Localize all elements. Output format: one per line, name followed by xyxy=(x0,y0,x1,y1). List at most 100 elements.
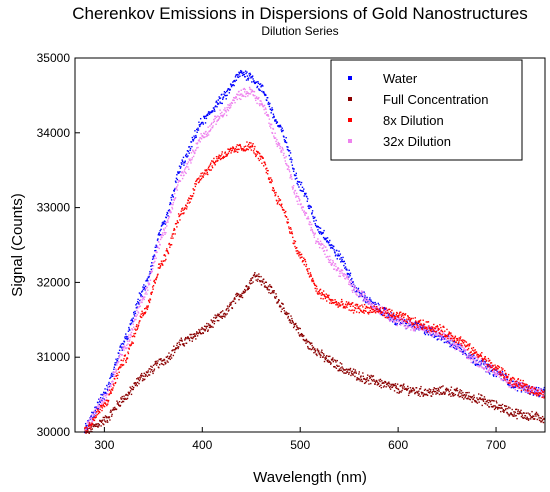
data-point xyxy=(346,304,349,306)
data-point xyxy=(261,102,263,105)
data-point xyxy=(406,388,409,391)
data-point xyxy=(487,363,490,366)
data-point xyxy=(311,280,313,283)
data-point xyxy=(444,392,446,394)
data-point xyxy=(292,185,295,187)
data-point xyxy=(384,307,386,309)
data-point xyxy=(480,394,482,396)
data-point xyxy=(472,346,475,349)
data-point xyxy=(168,357,171,359)
data-point xyxy=(411,391,413,393)
data-point xyxy=(266,288,268,290)
data-point xyxy=(233,147,235,150)
data-point xyxy=(265,108,267,110)
data-point xyxy=(367,302,369,305)
data-point xyxy=(194,334,196,337)
data-point xyxy=(161,234,164,236)
data-point xyxy=(391,314,393,317)
data-point xyxy=(127,352,130,355)
data-point xyxy=(338,250,340,252)
data-point xyxy=(259,104,261,107)
data-point xyxy=(215,155,218,158)
data-point xyxy=(256,280,259,282)
data-point xyxy=(181,171,183,173)
data-point xyxy=(488,365,490,368)
data-point xyxy=(498,366,501,368)
data-point xyxy=(217,99,220,101)
data-point xyxy=(103,405,106,408)
data-point xyxy=(273,291,275,294)
data-point xyxy=(135,318,137,321)
data-point xyxy=(323,354,325,357)
data-point xyxy=(370,303,373,306)
data-point xyxy=(338,368,341,370)
data-point xyxy=(106,388,108,391)
data-point xyxy=(476,359,478,362)
data-point xyxy=(262,85,264,87)
data-point xyxy=(329,259,332,261)
data-point xyxy=(267,169,269,172)
data-point xyxy=(140,299,142,301)
data-point xyxy=(239,94,241,96)
data-point xyxy=(319,243,321,245)
data-point xyxy=(170,243,173,246)
data-point xyxy=(307,216,309,218)
data-point xyxy=(316,354,318,357)
data-point xyxy=(174,187,176,190)
data-point xyxy=(286,312,288,314)
data-point xyxy=(136,385,138,387)
data-point xyxy=(369,303,371,305)
data-point xyxy=(365,379,367,381)
data-point xyxy=(497,406,500,409)
data-point xyxy=(437,392,439,394)
data-point xyxy=(507,413,509,415)
data-point xyxy=(229,302,231,304)
data-point xyxy=(299,257,301,259)
data-point xyxy=(395,324,397,326)
data-point xyxy=(199,178,202,181)
data-point xyxy=(106,419,108,422)
data-point xyxy=(479,398,481,400)
data-point xyxy=(259,158,262,160)
data-point xyxy=(141,374,143,377)
data-point xyxy=(177,346,180,348)
data-point xyxy=(402,314,404,317)
data-point xyxy=(294,189,297,192)
data-point xyxy=(126,357,129,360)
data-point xyxy=(354,369,357,371)
data-point xyxy=(102,400,104,403)
data-point xyxy=(296,177,298,179)
data-point xyxy=(220,115,223,117)
data-point xyxy=(387,311,389,314)
data-point xyxy=(164,223,167,225)
data-point xyxy=(448,342,451,344)
data-point xyxy=(439,336,441,338)
data-point xyxy=(268,177,270,179)
data-point xyxy=(520,387,522,389)
data-point xyxy=(488,371,490,374)
data-point xyxy=(182,344,185,346)
data-point xyxy=(447,340,449,343)
data-point xyxy=(468,344,471,346)
data-point xyxy=(437,326,439,328)
data-point xyxy=(140,296,142,298)
data-point xyxy=(129,336,131,339)
data-point xyxy=(500,374,502,377)
data-point xyxy=(343,273,346,275)
data-point xyxy=(264,163,267,166)
data-point xyxy=(202,332,205,335)
data-point xyxy=(438,337,440,340)
data-point xyxy=(369,311,371,314)
data-point xyxy=(112,383,115,385)
legend-marker xyxy=(348,118,352,122)
data-point xyxy=(209,163,212,166)
data-point xyxy=(385,307,387,309)
data-point xyxy=(98,423,101,426)
data-point xyxy=(519,386,521,389)
y-tick-label: 31000 xyxy=(37,350,71,364)
data-point xyxy=(311,223,313,226)
data-point xyxy=(405,387,407,390)
data-point xyxy=(135,307,138,309)
data-point xyxy=(312,217,315,220)
data-point xyxy=(293,193,296,195)
